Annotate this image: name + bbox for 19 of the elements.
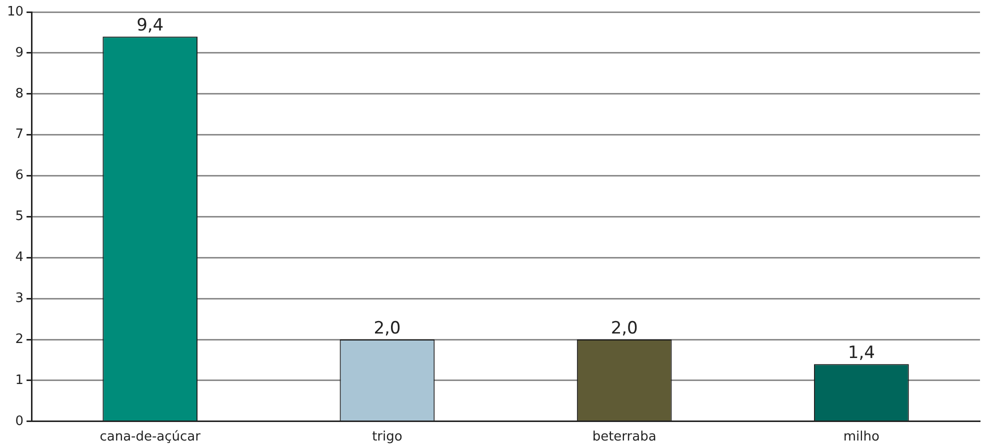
y-tick-label: 7 [15,127,24,142]
x-tick-label: cana-de-açúcar [100,430,202,445]
y-tick-label: 0 [15,414,24,429]
y-tick-label: 5 [15,209,24,224]
y-tick-label: 1 [15,372,24,388]
y-tick-label: 8 [15,86,24,102]
y-tick-label: 9 [15,45,24,60]
x-tick-label: beterraba [592,430,656,445]
data-label: 9,4 [136,15,164,36]
x-tick-label: milho [843,430,880,445]
x-tick-label: trigo [372,430,402,445]
y-tick-label: 4 [15,250,24,266]
y-tick-label: 10 [6,4,24,20]
y-tick-label: 2 [15,332,24,347]
y-tick-label: 3 [15,290,24,306]
data-label: 1,4 [848,343,875,364]
y-tick-label: 6 [15,168,24,184]
data-label: 2,0 [610,318,638,338]
data-label: 2,0 [374,318,401,338]
